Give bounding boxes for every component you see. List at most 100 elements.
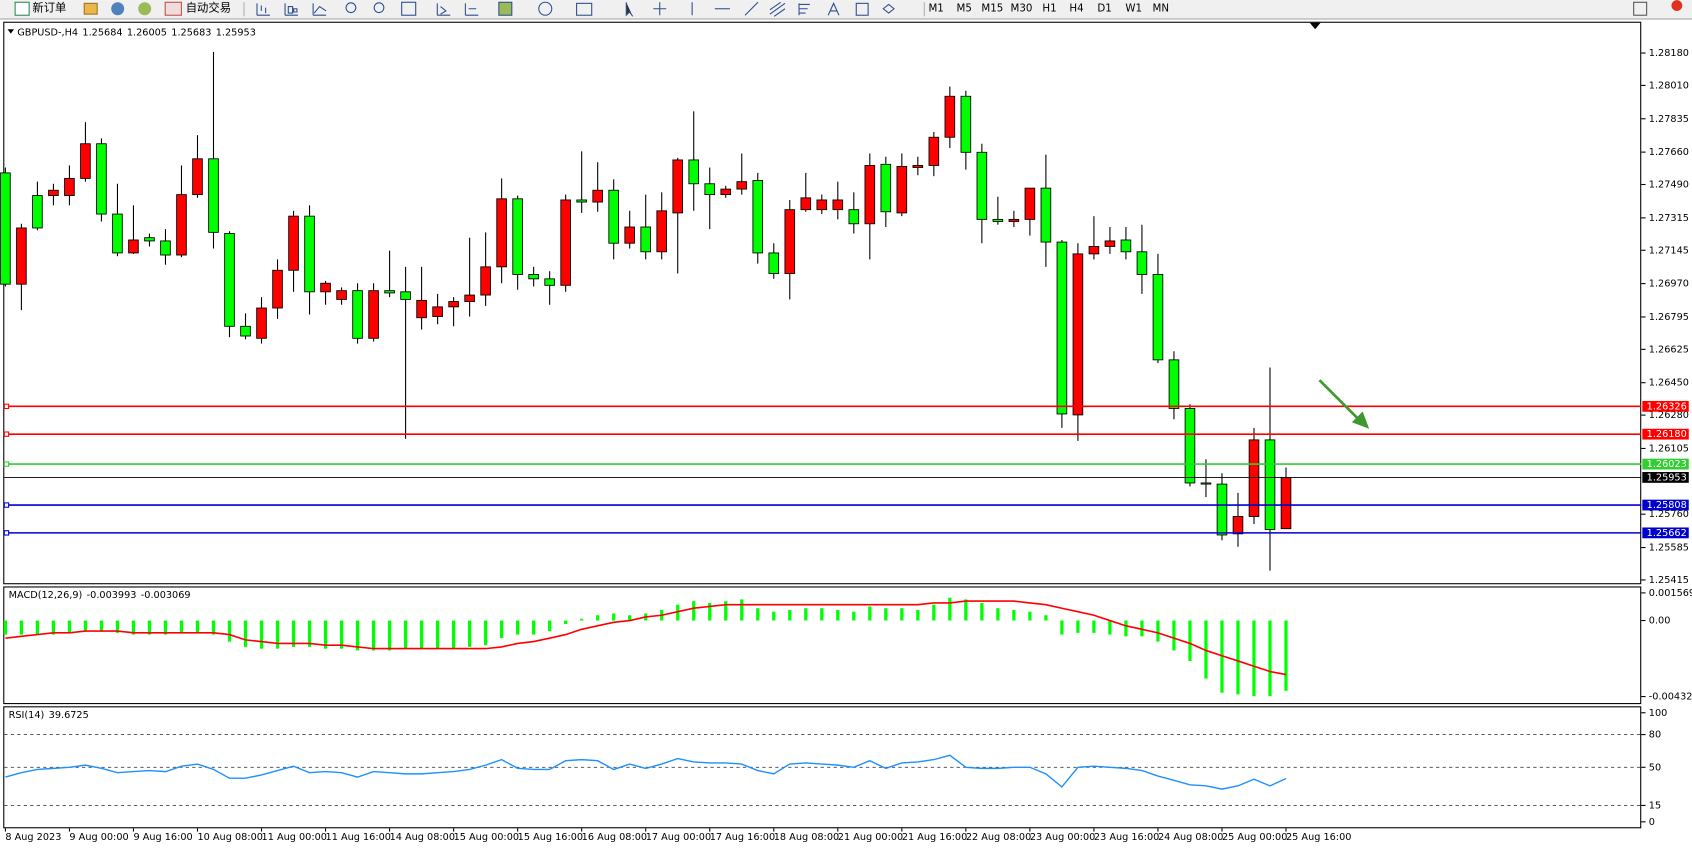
candle-body bbox=[1056, 241, 1068, 415]
macd-bar bbox=[1188, 620, 1192, 661]
level-handle[interactable] bbox=[3, 431, 10, 437]
macd-bar bbox=[580, 618, 584, 621]
indicators[interactable] bbox=[498, 1, 513, 16]
timeframe-button[interactable]: M5 bbox=[957, 3, 972, 15]
macd-bar bbox=[740, 599, 744, 621]
crosshair-tool[interactable] bbox=[653, 2, 667, 16]
candle-body bbox=[112, 213, 123, 254]
notification-icon[interactable] bbox=[1671, 0, 1683, 11]
x-tick-label: 14 Aug 08:00 bbox=[390, 832, 455, 843]
level-label-bg bbox=[1642, 527, 1689, 539]
x-tick-label: 15 Aug 00:00 bbox=[454, 832, 519, 843]
auto-trade-button[interactable]: 自动交易 bbox=[186, 1, 231, 15]
timeframe-button[interactable]: D1 bbox=[1097, 3, 1111, 15]
level-handle[interactable] bbox=[3, 530, 10, 536]
line-tool[interactable] bbox=[312, 3, 327, 16]
timeframe-button[interactable]: H4 bbox=[1069, 3, 1083, 15]
macd-bar bbox=[19, 620, 24, 635]
macd-bar bbox=[756, 608, 760, 621]
macd-bar bbox=[596, 615, 600, 621]
ohlc-value: 1.25953 bbox=[216, 28, 256, 39]
macd-bar bbox=[484, 620, 488, 646]
x-tick-label: 25 Aug 00:00 bbox=[1222, 832, 1287, 843]
autoscroll[interactable] bbox=[436, 3, 451, 16]
candle-tool[interactable] bbox=[284, 3, 299, 16]
macd-bar bbox=[371, 620, 376, 651]
cursor-tool[interactable] bbox=[625, 2, 634, 17]
macd-bar bbox=[115, 620, 120, 633]
candle-body bbox=[0, 172, 11, 285]
candle-body bbox=[496, 198, 507, 268]
level-handle[interactable] bbox=[3, 461, 10, 467]
y-tick-label: 1.26970 bbox=[1649, 279, 1689, 290]
timeframe-button[interactable]: MN bbox=[1152, 3, 1169, 15]
toolbar-icon[interactable] bbox=[83, 2, 98, 15]
y-tick-label: 1.27835 bbox=[1649, 114, 1689, 125]
zoom-out[interactable] bbox=[373, 2, 385, 14]
candle-body bbox=[1216, 483, 1228, 536]
label-tool[interactable] bbox=[855, 2, 869, 16]
timeframe-button[interactable]: M1 bbox=[928, 3, 943, 15]
timeframe-button[interactable]: M15 bbox=[981, 3, 1003, 15]
candle-body bbox=[768, 252, 780, 274]
y-tick-label: 0.001569 bbox=[1649, 588, 1692, 599]
search-icon[interactable] bbox=[1633, 1, 1648, 16]
candle-body bbox=[416, 299, 427, 319]
indicator-value: -0.003993 bbox=[87, 590, 137, 601]
macd-bar bbox=[99, 620, 104, 632]
macd-bar bbox=[3, 620, 8, 635]
bar-chart-tool[interactable] bbox=[256, 3, 270, 16]
x-tick-label: 21 Aug 16:00 bbox=[902, 832, 967, 843]
y-tick-label: 1.26625 bbox=[1649, 344, 1689, 355]
x-tick-label: 16 Aug 08:00 bbox=[582, 832, 647, 843]
timeframe-button[interactable]: W1 bbox=[1125, 3, 1142, 15]
level-handle[interactable] bbox=[3, 502, 10, 508]
zoom-in[interactable] bbox=[345, 2, 357, 14]
macd-bar bbox=[932, 604, 936, 621]
chart-shift[interactable] bbox=[464, 3, 479, 16]
level-handle[interactable] bbox=[3, 403, 10, 410]
indicator-title: MACD(12,26,9) bbox=[9, 590, 83, 601]
macd-bar bbox=[708, 602, 712, 621]
ohlc-value: 1.25684 bbox=[82, 28, 122, 39]
new-order-button[interactable]: 新订单 bbox=[32, 1, 66, 15]
periods[interactable] bbox=[538, 1, 553, 16]
candle-body bbox=[928, 136, 940, 166]
macd-bar bbox=[339, 620, 344, 649]
toolbar-icon[interactable] bbox=[138, 2, 152, 16]
auto-trade-icon[interactable] bbox=[164, 1, 182, 16]
macd-bar bbox=[836, 609, 840, 621]
indicator-value: -0.003069 bbox=[141, 590, 191, 601]
templates[interactable] bbox=[576, 2, 593, 16]
toolbar-icon[interactable] bbox=[111, 2, 125, 16]
fibo-tool[interactable] bbox=[798, 3, 810, 16]
arrows-tool[interactable] bbox=[882, 3, 895, 14]
y-tick-label: 1.25760 bbox=[1649, 509, 1689, 520]
macd-bar bbox=[548, 620, 552, 632]
timeframe-button[interactable]: H1 bbox=[1042, 3, 1056, 15]
macd-bar bbox=[676, 604, 680, 621]
candle-body bbox=[528, 274, 539, 280]
text-tool[interactable] bbox=[827, 2, 840, 16]
timeframe-button[interactable]: M30 bbox=[1011, 3, 1033, 15]
current-price-bg bbox=[1642, 472, 1689, 483]
chart-tools[interactable] bbox=[256, 1, 895, 17]
shift-marker bbox=[1309, 22, 1321, 30]
channel-tool[interactable] bbox=[769, 1, 786, 17]
y-tick-label: 50 bbox=[1649, 762, 1661, 773]
tile-windows[interactable] bbox=[401, 1, 417, 16]
macd-bar bbox=[67, 620, 72, 633]
macd-bar bbox=[163, 620, 168, 635]
candle-body bbox=[752, 180, 764, 254]
macd-bar bbox=[195, 620, 200, 633]
candle-body bbox=[192, 158, 203, 196]
trendline-tool[interactable] bbox=[744, 1, 759, 16]
candle-body bbox=[976, 151, 988, 220]
candle-body bbox=[16, 227, 27, 285]
ohlc-value: 1.26005 bbox=[127, 28, 167, 39]
new-order-icon[interactable] bbox=[14, 1, 30, 16]
candle-body bbox=[128, 239, 139, 254]
macd-bar bbox=[147, 620, 152, 635]
symbol-marker bbox=[7, 29, 15, 34]
